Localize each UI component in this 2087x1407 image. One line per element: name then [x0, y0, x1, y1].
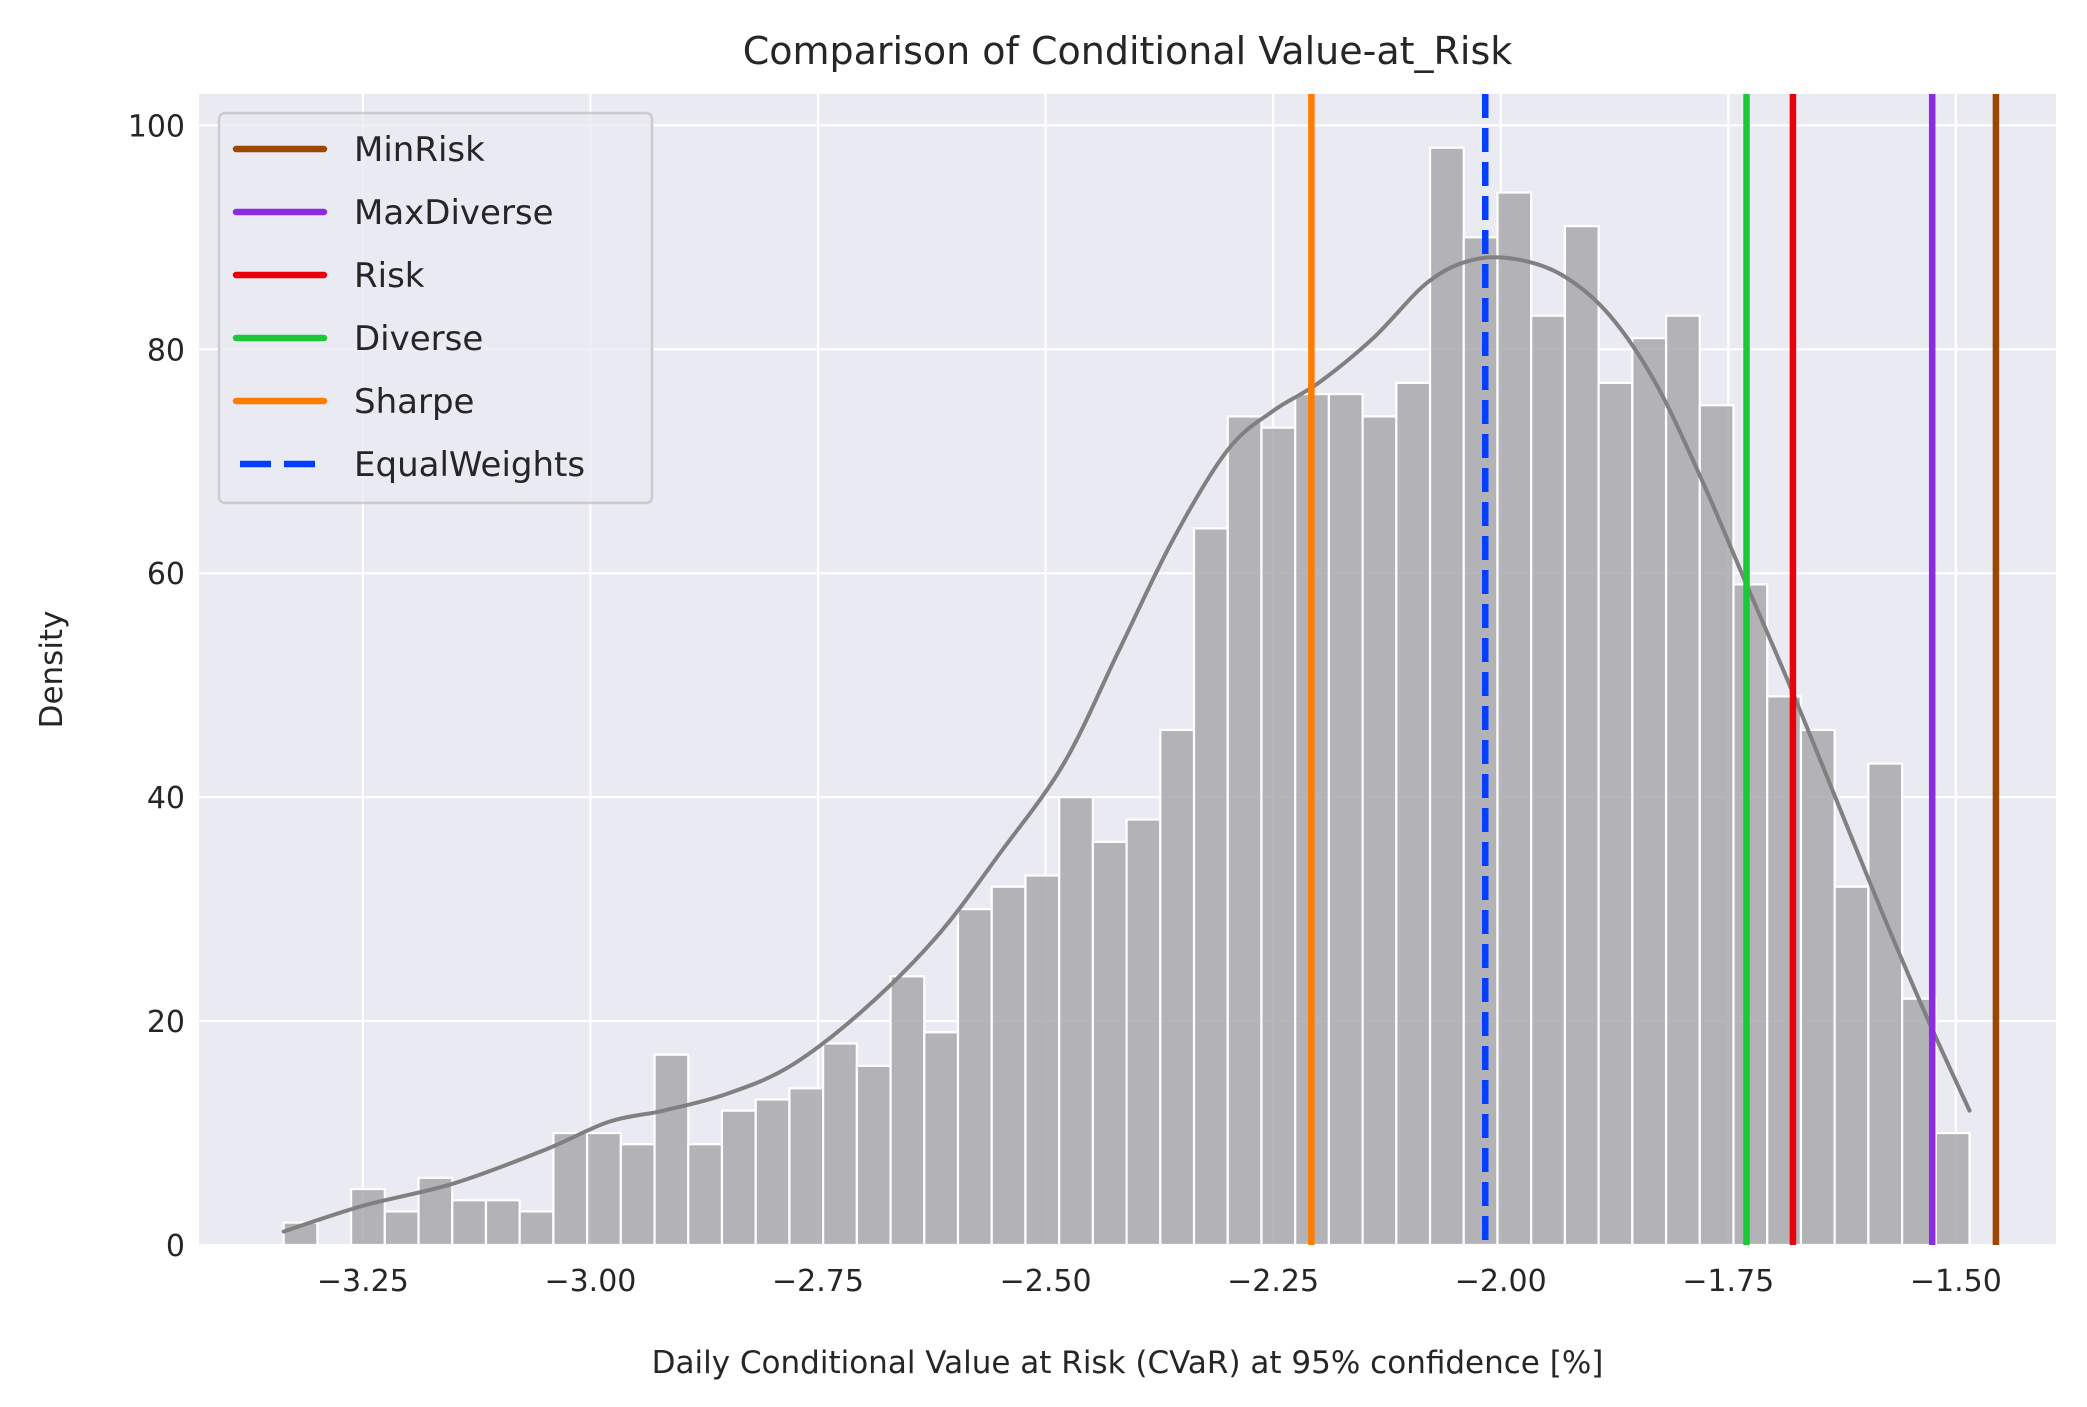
y-tick-label: 60	[147, 557, 185, 592]
histogram-bars	[282, 146, 1971, 1247]
y-axis-label: Density	[34, 611, 70, 729]
histogram-bar	[586, 1131, 622, 1247]
histogram-bar	[1024, 874, 1061, 1247]
histogram-bar	[1091, 840, 1128, 1247]
histogram-bar	[1698, 404, 1735, 1247]
histogram-bar	[1125, 818, 1162, 1247]
histogram-bar	[451, 1199, 488, 1247]
histogram-bar	[619, 1143, 656, 1247]
histogram-bar	[1428, 146, 1465, 1247]
histogram-bar	[383, 1210, 420, 1247]
histogram-bar	[956, 908, 993, 1247]
histogram-bar	[923, 1031, 960, 1247]
x-tick-label: −1.75	[1682, 1264, 1774, 1299]
legend-label: MinRisk	[354, 130, 485, 170]
y-tick-label: 80	[147, 333, 185, 368]
histogram-bar	[1058, 796, 1094, 1247]
x-tick-label: −3.00	[544, 1264, 636, 1299]
histogram-bar	[1530, 314, 1567, 1247]
x-tick-label: −2.75	[772, 1264, 864, 1299]
histogram-bar	[1327, 392, 1364, 1247]
histogram-bar	[855, 1064, 892, 1247]
histogram-bar	[653, 1053, 690, 1247]
y-tick-label: 40	[147, 781, 185, 816]
legend-label: EqualWeights	[354, 445, 585, 485]
histogram-bar	[552, 1131, 589, 1247]
histogram-bar	[349, 1187, 386, 1247]
histogram-bar	[1867, 762, 1904, 1247]
histogram-bar	[1799, 728, 1836, 1247]
x-tick-label: −1.50	[1910, 1264, 2002, 1299]
legend-label: Sharpe	[354, 382, 474, 422]
histogram-bar	[1361, 415, 1398, 1247]
histogram-bar	[1833, 885, 1870, 1247]
x-tick-label: −2.25	[1227, 1264, 1319, 1299]
histogram-bar	[788, 1087, 825, 1247]
histogram-bar	[1732, 583, 1769, 1247]
vertical-lines	[1308, 94, 2000, 1245]
y-tick-label: 20	[147, 1005, 185, 1040]
histogram-bar	[1260, 426, 1297, 1247]
histogram-bar	[1395, 381, 1432, 1247]
histogram-bar	[1226, 415, 1263, 1247]
histogram-bar	[1192, 527, 1229, 1247]
histogram-bar	[1462, 236, 1499, 1247]
legend-label: Risk	[354, 256, 425, 296]
histogram-bar	[1934, 1131, 1971, 1247]
histogram-bar	[417, 1176, 454, 1247]
histogram-bar	[484, 1199, 521, 1247]
histogram-bar	[822, 1042, 858, 1247]
histogram-bar	[1496, 191, 1533, 1247]
x-tick-labels: −3.25 −3.00 −2.75 −2.50 −2.25 −2.00 −1.75 −1.50	[317, 1264, 2002, 1299]
histogram-bar	[518, 1210, 555, 1247]
x-tick-label: −2.50	[1000, 1264, 1092, 1299]
histogram-bar	[1631, 336, 1668, 1247]
x-axis-label: Daily Conditional Value at Risk (CVaR) a…	[652, 1345, 1604, 1381]
y-tick-label: 100	[128, 109, 185, 144]
y-tick-label: 0	[166, 1229, 185, 1264]
histogram-bar	[1563, 225, 1600, 1247]
y-tick-labels: 0 20 40 60 80 100	[128, 109, 185, 1264]
legend-label: Diverse	[354, 319, 483, 359]
legend-label: MaxDiverse	[354, 193, 554, 233]
legend-box	[217, 111, 654, 505]
histogram-bar	[720, 1109, 757, 1247]
x-tick-label: −3.25	[317, 1264, 409, 1299]
histogram-bar	[1597, 381, 1634, 1247]
histogram-bar	[889, 975, 926, 1247]
kde-curve	[281, 255, 1972, 1234]
chart-title: Comparison of Conditional Value-at_Risk	[743, 29, 1513, 73]
histogram-bar	[1664, 314, 1701, 1247]
histogram-bar	[990, 885, 1027, 1247]
histogram-bar	[1159, 728, 1196, 1247]
x-tick-label: −2.00	[1455, 1264, 1547, 1299]
legend: MinRisk MaxDiverse Risk Diverse Sharpe EqualW…	[217, 111, 654, 505]
histogram-bar	[754, 1098, 791, 1247]
histogram-bar	[687, 1143, 724, 1247]
